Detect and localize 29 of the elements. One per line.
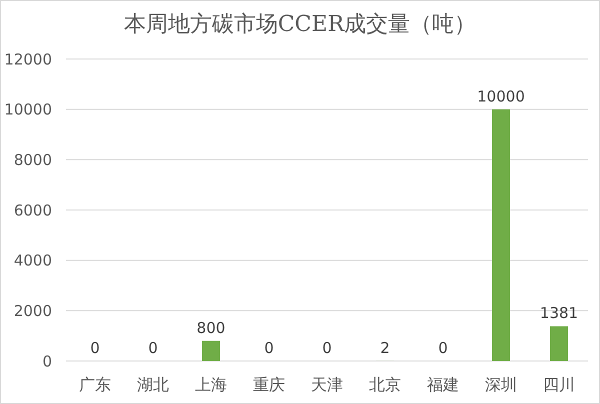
bar bbox=[202, 340, 220, 361]
y-tick-label: 0 bbox=[42, 352, 52, 370]
data-label: 800 bbox=[196, 318, 226, 337]
data-label: 10000 bbox=[477, 87, 525, 106]
data-label: 1381 bbox=[540, 304, 578, 322]
x-tick-label: 上海 bbox=[195, 375, 227, 394]
y-tick-label: 4000 bbox=[14, 252, 52, 270]
bar bbox=[550, 326, 568, 361]
data-label: 0 bbox=[438, 339, 448, 357]
data-label: 0 bbox=[90, 339, 100, 357]
y-tick-label: 10000 bbox=[4, 100, 52, 119]
data-label: 2 bbox=[380, 338, 390, 357]
x-tick-label: 广东 bbox=[79, 375, 111, 394]
x-tick-label: 北京 bbox=[369, 375, 401, 394]
chart-title: 本周地方碳市场CCER成交量（吨） bbox=[124, 12, 476, 37]
data-label: 0 bbox=[322, 339, 332, 357]
y-tick-label: 8000 bbox=[14, 150, 52, 169]
x-tick-label: 重庆 bbox=[253, 375, 285, 394]
y-tick-label: 12000 bbox=[4, 50, 52, 68]
x-tick-label: 四川 bbox=[543, 375, 575, 394]
x-tick-label: 湖北 bbox=[137, 375, 169, 394]
y-tick-label: 6000 bbox=[14, 201, 52, 220]
data-label: 0 bbox=[264, 339, 274, 357]
y-tick-label: 2000 bbox=[14, 302, 52, 320]
data-label: 0 bbox=[148, 339, 158, 357]
bar bbox=[492, 109, 510, 361]
x-tick-label: 深圳 bbox=[485, 375, 517, 394]
x-tick-label: 天津 bbox=[311, 375, 343, 394]
x-tick-label: 福建 bbox=[427, 375, 459, 394]
